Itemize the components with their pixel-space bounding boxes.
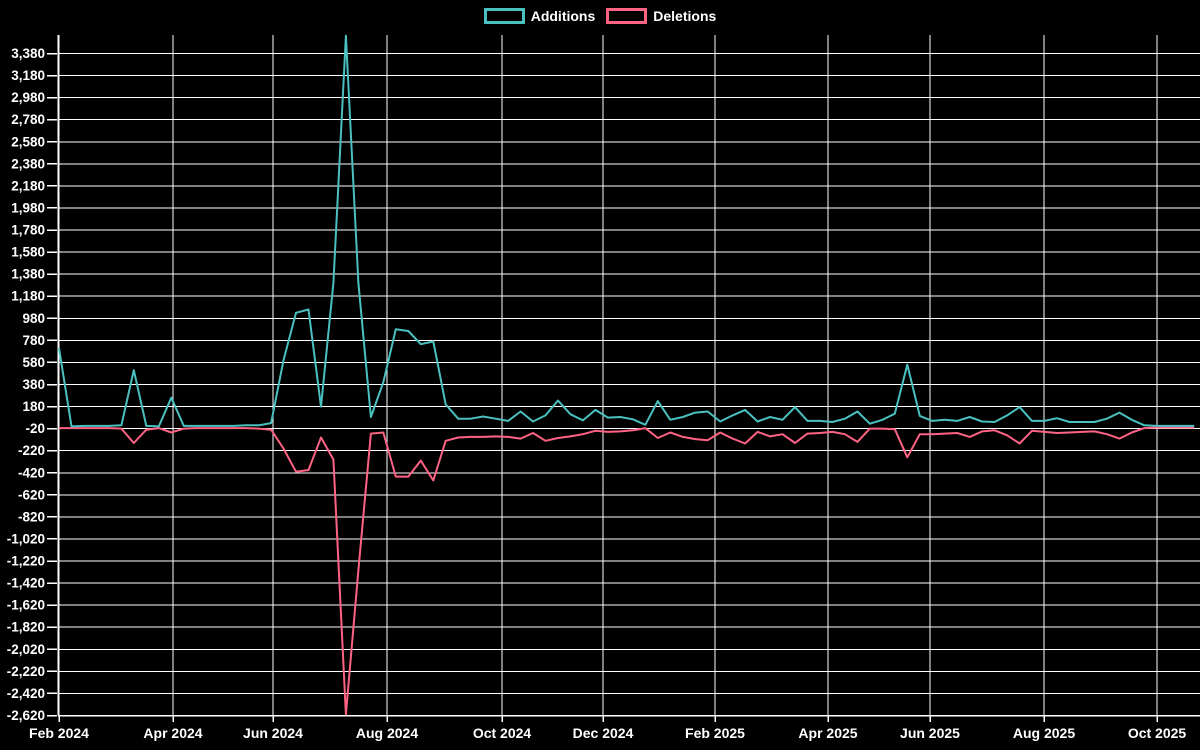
y-tick-label: 1,380 — [11, 267, 45, 282]
y-tick-label: 3,180 — [11, 68, 45, 83]
legend-label-deletions: Deletions — [653, 8, 717, 24]
y-tick-label: -2,220 — [7, 664, 45, 679]
y-tick-label: -420 — [18, 465, 45, 480]
y-tick-label: -2,620 — [7, 708, 45, 723]
y-tick-label: -20 — [25, 421, 45, 436]
y-tick-label: 3,380 — [11, 46, 45, 61]
x-tick-label: Apr 2025 — [798, 725, 857, 741]
deletions-line[interactable] — [59, 426, 1195, 716]
y-tick-label: 1,780 — [11, 223, 45, 238]
y-tick-label: 2,580 — [11, 134, 45, 149]
y-tick-label: 2,980 — [11, 90, 45, 105]
y-tick-label: -820 — [18, 509, 45, 524]
x-tick-label: Jun 2024 — [243, 725, 303, 741]
x-tick-label: Oct 2025 — [1128, 725, 1187, 741]
y-tick-label: 2,780 — [11, 112, 45, 127]
y-tick-label: 180 — [22, 399, 45, 414]
y-tick-label: 2,180 — [11, 178, 45, 193]
deletions-swatch-icon — [606, 8, 648, 24]
y-tick-label: -1,820 — [7, 620, 45, 635]
y-tick-label: -1,220 — [7, 554, 45, 569]
y-tick-label: -1,620 — [7, 598, 45, 613]
y-tick-label: -2,020 — [7, 642, 45, 657]
chart-legend: Additions Deletions — [0, 8, 1200, 24]
x-tick-label: Feb 2024 — [29, 725, 89, 741]
additions-swatch-icon — [483, 8, 525, 24]
legend-item-additions[interactable]: Additions — [483, 8, 596, 24]
y-tick-label: 980 — [22, 311, 45, 326]
y-tick-label: -1,420 — [7, 576, 45, 591]
y-tick-label: -620 — [18, 487, 45, 502]
legend-item-deletions[interactable]: Deletions — [606, 8, 716, 24]
additions-line[interactable] — [58, 34, 1195, 428]
y-tick-label: 2,380 — [11, 156, 45, 171]
x-tick-label: Apr 2024 — [143, 725, 202, 741]
x-tick-label: Aug 2025 — [1013, 725, 1075, 741]
y-tick-label: 580 — [22, 355, 45, 370]
x-tick-label: Dec 2024 — [573, 725, 634, 741]
x-tick-label: Feb 2025 — [685, 725, 745, 741]
y-tick-label: -220 — [18, 443, 45, 458]
x-tick-label: Jun 2025 — [900, 725, 960, 741]
y-tick-label: 1,980 — [11, 200, 45, 215]
y-tick-label: -1,020 — [7, 531, 45, 546]
y-tick-label: 780 — [22, 333, 45, 348]
y-tick-label: 380 — [22, 377, 45, 392]
y-tick-label: 1,180 — [11, 289, 45, 304]
y-tick-label: -2,420 — [7, 686, 45, 701]
legend-label-additions: Additions — [530, 8, 596, 24]
y-tick-label: 1,580 — [11, 245, 45, 260]
x-tick-label: Aug 2024 — [356, 725, 418, 741]
x-tick-label: Oct 2024 — [473, 725, 532, 741]
